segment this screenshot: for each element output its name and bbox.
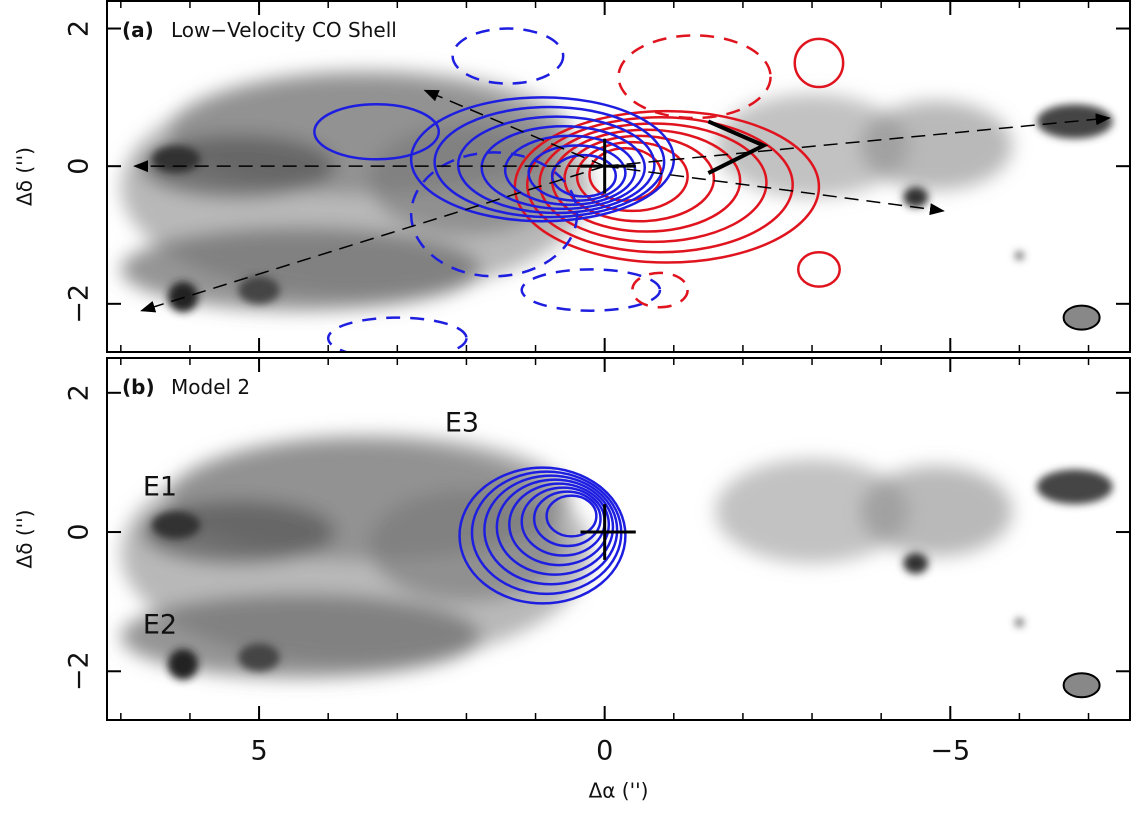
- knot: [238, 276, 280, 304]
- contour: [451, 27, 565, 85]
- knot: [167, 281, 199, 313]
- y-tick-label: 0: [64, 523, 95, 540]
- knot: [903, 552, 929, 574]
- nebula-image: [120, 69, 1013, 311]
- knot: [167, 648, 199, 680]
- contour: [508, 482, 611, 567]
- model-contours: [458, 466, 627, 605]
- chevron: [707, 119, 769, 175]
- beam: [1062, 304, 1101, 331]
- frame: [106, 357, 1131, 721]
- contour: [456, 115, 656, 215]
- y-tick-label: 0: [64, 158, 95, 175]
- contour: [796, 250, 841, 288]
- x-tick-label: 0: [596, 736, 613, 767]
- annotation: E1: [143, 472, 177, 503]
- annotation: E2: [143, 610, 177, 641]
- axis-arrow: [604, 113, 1111, 167]
- contour: [550, 153, 617, 198]
- annotation: E3: [445, 408, 479, 439]
- contour: [326, 316, 468, 352]
- knot: [903, 186, 929, 208]
- knot: [151, 145, 201, 174]
- nebula: [369, 490, 564, 602]
- contour: [617, 34, 772, 120]
- y-axis-label: Δδ (''): [13, 510, 37, 569]
- contour: [458, 466, 627, 605]
- axis-arrow: [423, 89, 605, 167]
- nebula-knots: [151, 469, 1113, 680]
- contour: [313, 102, 441, 161]
- y-tick-label: −2: [64, 651, 95, 691]
- nebula: [715, 458, 909, 564]
- x-tick-label: 5: [250, 736, 267, 767]
- contour: [545, 494, 598, 538]
- contour: [495, 478, 615, 576]
- axis-arrow: [140, 165, 605, 313]
- contour: [793, 37, 845, 89]
- y-tick-label: −2: [64, 284, 95, 324]
- contour: [409, 151, 579, 278]
- nebula: [860, 465, 1013, 557]
- contour: [563, 134, 716, 223]
- contour: [513, 109, 821, 264]
- panel-label: (b): [122, 375, 155, 399]
- panel: [120, 434, 1113, 699]
- y-tick-label: 2: [64, 384, 95, 401]
- panel-label: (a): [122, 18, 154, 42]
- contour: [520, 268, 662, 312]
- beam: [1062, 672, 1101, 699]
- contour: [483, 474, 619, 586]
- knot: [1015, 251, 1024, 260]
- contour: [538, 122, 768, 244]
- contour: [526, 116, 794, 254]
- axis-arrow: [604, 165, 945, 216]
- nebula: [120, 228, 481, 311]
- frame: [106, 0, 1131, 353]
- knot: [151, 511, 201, 539]
- y-axis-label: Δδ (''): [13, 147, 37, 206]
- y-tick-label: 2: [64, 20, 95, 37]
- contour: [575, 140, 689, 213]
- knot: [1015, 618, 1024, 627]
- x-tick-label: −5: [930, 736, 970, 767]
- contour: [532, 490, 602, 548]
- panel: [120, 27, 1113, 352]
- knot: [238, 643, 280, 672]
- knot: [1036, 469, 1113, 505]
- contour: [527, 144, 627, 202]
- contour: [480, 125, 647, 211]
- panel-title: Low−Velocity CO Shell: [171, 18, 397, 42]
- contour: [631, 271, 689, 309]
- contour: [433, 105, 666, 219]
- x-axis-label: Δα (''): [589, 779, 649, 803]
- nebula: [860, 100, 1013, 191]
- panel-title: Model 2: [171, 375, 250, 399]
- nebula: [120, 594, 481, 679]
